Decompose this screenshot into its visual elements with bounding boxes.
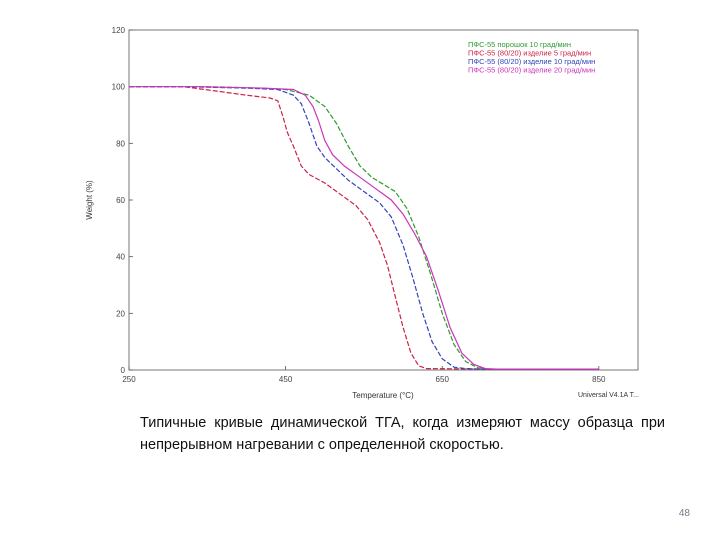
x-axis-title: Temperature (°C) bbox=[352, 391, 414, 400]
x-tick-label: 650 bbox=[436, 375, 450, 384]
instrument-footer-label: Universal V4.1A T... bbox=[578, 392, 639, 399]
figure-caption: Типичные кривые динамической ТГА, когда … bbox=[140, 415, 665, 453]
y-tick-label: 60 bbox=[116, 196, 125, 205]
legend-entry-2: ПФС-55 (80/20) изделие 5 град/мин bbox=[468, 49, 591, 58]
series-line-3 bbox=[129, 86, 599, 370]
y-tick-label: 0 bbox=[121, 366, 126, 375]
plot-frame bbox=[128, 29, 639, 371]
x-tick-label: 450 bbox=[279, 375, 293, 384]
y-tick-label: 80 bbox=[116, 139, 125, 148]
y-axis-ticks: 0 20 40 60 80 100 120 bbox=[112, 26, 133, 375]
series-line-1 bbox=[129, 86, 599, 370]
series-line-4 bbox=[129, 86, 599, 370]
x-tick-label: 850 bbox=[592, 375, 606, 384]
y-tick-label: 20 bbox=[116, 309, 125, 318]
legend-entry-1: ПФС-55 порошок 10 град/мин bbox=[468, 40, 571, 49]
y-tick-label: 120 bbox=[112, 26, 126, 35]
series-lines bbox=[129, 86, 599, 370]
page-number: 48 bbox=[678, 508, 690, 519]
series-line-2 bbox=[129, 86, 599, 370]
y-tick-label: 100 bbox=[112, 83, 126, 92]
legend-entry-3: ПФС-55 (80/20) изделие 10 град/мин bbox=[468, 57, 595, 66]
y-tick-label: 40 bbox=[116, 253, 125, 262]
x-tick-label: 250 bbox=[122, 375, 136, 384]
y-axis-title: Weight (%) bbox=[85, 180, 94, 220]
legend-entry-4: ПФС-55 (80/20) изделие 20 град/мин bbox=[468, 66, 595, 75]
